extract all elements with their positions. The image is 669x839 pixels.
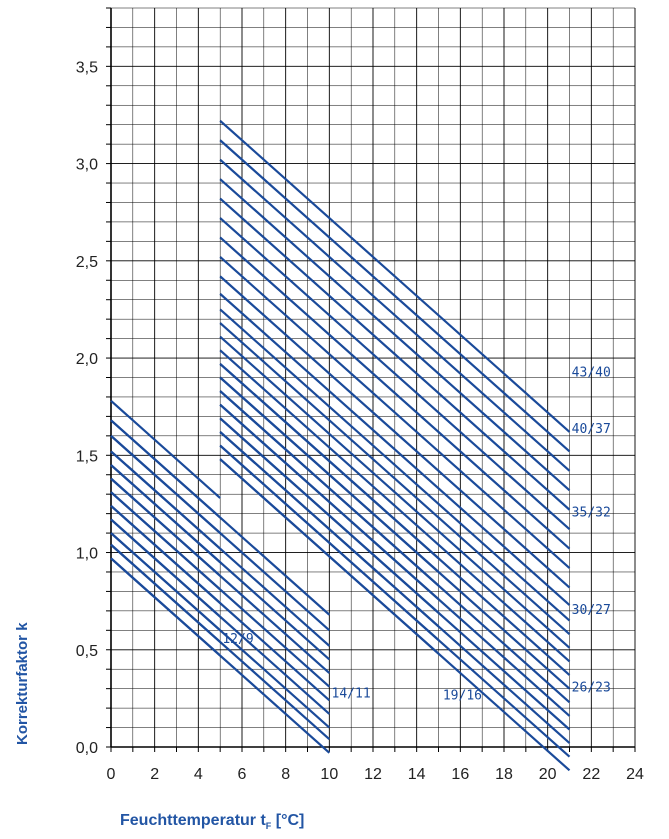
x-tick-label: 6 xyxy=(238,766,247,783)
curve-label: 30/27 xyxy=(572,603,611,618)
x-tick-label: 14 xyxy=(408,766,426,783)
x-tick-label: 8 xyxy=(281,766,290,783)
curve-line xyxy=(219,376,571,690)
x-tick-label: 20 xyxy=(539,766,557,783)
x-axis-label-sub: F xyxy=(265,821,272,832)
curve-labels: 12/9 14/11 19/16 26/23 30/27 35/32 40/37 43/40 xyxy=(222,366,610,704)
x-tick-label: 18 xyxy=(495,766,513,783)
x-axis-label-text: Feuchttemperatur t xyxy=(120,812,266,829)
curve-line xyxy=(110,477,331,674)
curve-label: 35/32 xyxy=(572,506,611,521)
curve-line xyxy=(219,444,571,758)
x-tick-label: 2 xyxy=(150,766,159,783)
curves xyxy=(110,119,571,772)
curve-line xyxy=(110,505,331,702)
y-tick-label: 0,5 xyxy=(76,643,98,660)
curve-line xyxy=(219,293,571,606)
x-tick-label: 4 xyxy=(194,766,203,783)
y-tick-label: 3,0 xyxy=(76,157,98,174)
curve-line xyxy=(110,518,331,715)
x-axis-label: Feuchttemperatur tF [°C] xyxy=(120,812,304,831)
curve-line xyxy=(219,390,571,704)
curve-label: 14/11 xyxy=(332,687,371,702)
curve-line xyxy=(219,322,571,636)
curve-line xyxy=(219,403,571,717)
curve-line xyxy=(219,335,571,649)
curve-line xyxy=(219,217,571,531)
grid xyxy=(106,7,636,752)
curve-line xyxy=(110,450,331,647)
x-tick-label: 24 xyxy=(626,766,644,783)
curve-line xyxy=(110,557,331,754)
x-axis-label-unit: [°C] xyxy=(271,812,305,829)
curve-line xyxy=(219,275,571,589)
x-tick-label: 0 xyxy=(107,766,116,783)
curve-line xyxy=(110,400,221,499)
y-tick-label: 2,0 xyxy=(76,351,98,368)
x-tick-label: 22 xyxy=(582,766,600,783)
y-tick-label: 3,5 xyxy=(76,59,98,76)
curve-line xyxy=(219,158,571,472)
curve-line xyxy=(219,417,571,731)
x-tick-label: 10 xyxy=(320,766,338,783)
curve-line xyxy=(219,119,571,433)
curve-line xyxy=(219,431,571,744)
curve-label: 43/40 xyxy=(572,366,611,381)
curve-line xyxy=(219,139,571,453)
curve-line xyxy=(110,532,331,729)
curve-label: 40/37 xyxy=(572,422,611,437)
curve-label: 19/16 xyxy=(443,688,482,703)
axis-ticks: 0 2 4 6 8 10 12 14 16 18 20 22 240,00,51,01,52,02,53… xyxy=(76,59,644,783)
curve-line xyxy=(110,419,331,616)
y-axis-label: Korrekturfaktor k xyxy=(14,622,31,745)
curve-label: 12/9 xyxy=(222,632,253,647)
y-tick-label: 1,0 xyxy=(76,546,98,563)
curve-line xyxy=(219,349,571,663)
curve-line xyxy=(110,435,331,632)
curve-line xyxy=(110,543,331,741)
y-tick-label: 1,5 xyxy=(76,448,98,465)
curve-line xyxy=(219,363,571,676)
curve-line xyxy=(110,491,331,688)
curve-line xyxy=(219,236,571,550)
curve-line xyxy=(219,197,571,511)
y-tick-label: 2,5 xyxy=(76,254,98,271)
y-tick-label: 0,0 xyxy=(76,740,98,757)
curve-line xyxy=(219,308,571,622)
x-tick-label: 12 xyxy=(364,766,382,783)
curve-line xyxy=(110,464,331,661)
curve-line xyxy=(219,178,571,492)
x-tick-label: 16 xyxy=(451,766,469,783)
curve-label: 26/23 xyxy=(572,681,611,696)
curve-line xyxy=(219,458,571,772)
curve-line xyxy=(219,256,571,569)
